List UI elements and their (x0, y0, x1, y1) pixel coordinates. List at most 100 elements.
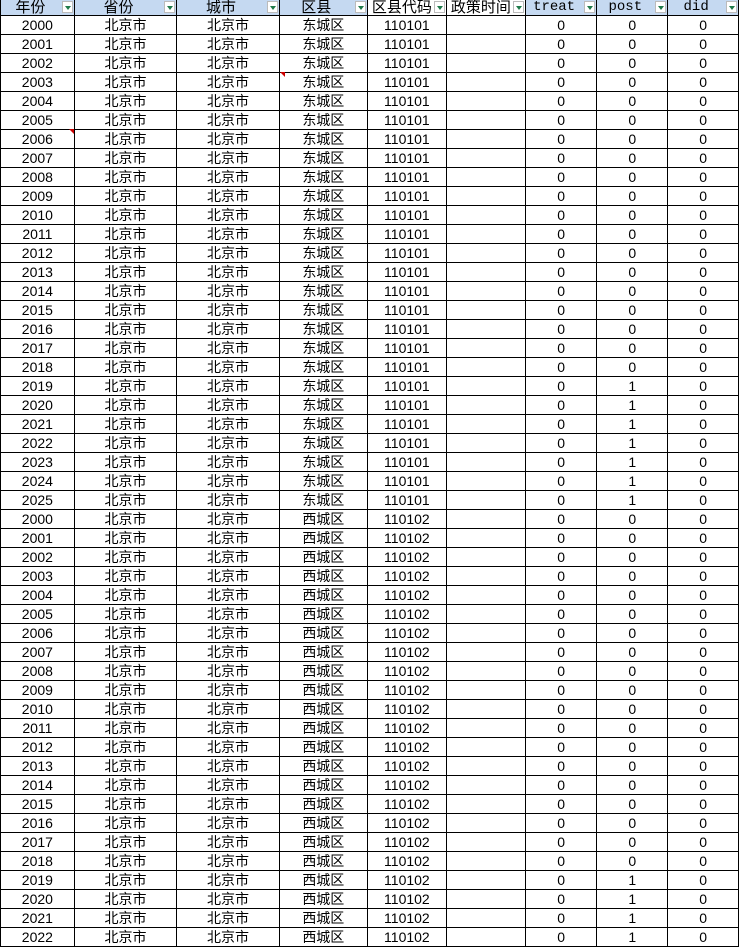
cell-did[interactable]: 0 (667, 186, 739, 206)
cell-city[interactable]: 北京市 (176, 452, 280, 472)
cell-year[interactable]: 2001 (0, 34, 75, 54)
cell-district-code[interactable]: 110102 (366, 509, 447, 529)
cell-post[interactable]: 1 (596, 471, 669, 491)
cell-district-code[interactable]: 110101 (366, 205, 447, 225)
cell-province[interactable]: 北京市 (73, 471, 178, 491)
cell-did[interactable]: 0 (667, 585, 739, 605)
filter-dropdown-icon[interactable] (726, 1, 737, 13)
cell-policy-time[interactable] (445, 338, 526, 358)
cell-city[interactable]: 北京市 (176, 205, 280, 225)
cell-post[interactable]: 0 (596, 547, 669, 567)
cell-year[interactable]: 2020 (0, 395, 75, 415)
cell-treat[interactable]: 0 (524, 528, 598, 548)
cell-province[interactable]: 北京市 (73, 15, 178, 35)
cell-province[interactable]: 北京市 (73, 262, 178, 282)
cell-treat[interactable]: 0 (524, 243, 598, 263)
cell-city[interactable]: 北京市 (176, 148, 280, 168)
cell-district[interactable]: 东城区 (278, 433, 368, 453)
cell-year[interactable]: 2020 (0, 889, 75, 909)
cell-policy-time[interactable] (445, 642, 526, 662)
cell-district-code[interactable]: 110101 (366, 319, 447, 339)
cell-city[interactable]: 北京市 (176, 585, 280, 605)
cell-city[interactable]: 北京市 (176, 832, 280, 852)
cell-district-code[interactable]: 110101 (366, 471, 447, 491)
cell-treat[interactable]: 0 (524, 585, 598, 605)
cell-district[interactable]: 西城区 (278, 813, 368, 833)
cell-treat[interactable]: 0 (524, 718, 598, 738)
cell-district[interactable]: 西城区 (278, 851, 368, 871)
cell-district-code[interactable]: 110101 (366, 72, 447, 92)
cell-province[interactable]: 北京市 (73, 148, 178, 168)
cell-district-code[interactable]: 110101 (366, 357, 447, 377)
cell-did[interactable]: 0 (667, 357, 739, 377)
header-treat[interactable]: treat (524, 0, 598, 16)
cell-district[interactable]: 西城区 (278, 642, 368, 662)
cell-province[interactable]: 北京市 (73, 376, 178, 396)
cell-treat[interactable]: 0 (524, 471, 598, 491)
cell-treat[interactable]: 0 (524, 53, 598, 73)
cell-policy-time[interactable] (445, 452, 526, 472)
cell-province[interactable]: 北京市 (73, 908, 178, 928)
cell-post[interactable]: 0 (596, 604, 669, 624)
cell-province[interactable]: 北京市 (73, 870, 178, 890)
cell-policy-time[interactable] (445, 395, 526, 415)
cell-did[interactable]: 0 (667, 129, 739, 149)
cell-treat[interactable]: 0 (524, 186, 598, 206)
cell-policy-time[interactable] (445, 110, 526, 130)
cell-year[interactable]: 2011 (0, 224, 75, 244)
cell-province[interactable]: 北京市 (73, 756, 178, 776)
cell-province[interactable]: 北京市 (73, 319, 178, 339)
cell-city[interactable]: 北京市 (176, 414, 280, 434)
cell-city[interactable]: 北京市 (176, 15, 280, 35)
cell-treat[interactable]: 0 (524, 642, 598, 662)
cell-year[interactable]: 2008 (0, 661, 75, 681)
cell-district-code[interactable]: 110102 (366, 642, 447, 662)
cell-year[interactable]: 2000 (0, 509, 75, 529)
cell-did[interactable]: 0 (667, 395, 739, 415)
cell-post[interactable]: 0 (596, 623, 669, 643)
cell-treat[interactable]: 0 (524, 756, 598, 776)
cell-did[interactable]: 0 (667, 794, 739, 814)
cell-district-code[interactable]: 110102 (366, 718, 447, 738)
cell-city[interactable]: 北京市 (176, 661, 280, 681)
cell-district[interactable]: 西城区 (278, 661, 368, 681)
cell-did[interactable]: 0 (667, 832, 739, 852)
cell-city[interactable]: 北京市 (176, 699, 280, 719)
cell-province[interactable]: 北京市 (73, 34, 178, 54)
cell-year[interactable]: 2017 (0, 338, 75, 358)
cell-province[interactable]: 北京市 (73, 604, 178, 624)
cell-district-code[interactable]: 110102 (366, 623, 447, 643)
cell-district[interactable]: 西城区 (278, 623, 368, 643)
cell-year[interactable]: 2013 (0, 262, 75, 282)
cell-city[interactable]: 北京市 (176, 623, 280, 643)
cell-did[interactable]: 0 (667, 72, 739, 92)
cell-policy-time[interactable] (445, 870, 526, 890)
cell-province[interactable]: 北京市 (73, 91, 178, 111)
cell-did[interactable]: 0 (667, 699, 739, 719)
cell-post[interactable]: 0 (596, 509, 669, 529)
cell-post[interactable]: 0 (596, 15, 669, 35)
cell-did[interactable]: 0 (667, 851, 739, 871)
cell-city[interactable]: 北京市 (176, 376, 280, 396)
cell-year[interactable]: 2000 (0, 15, 75, 35)
cell-district[interactable]: 西城区 (278, 509, 368, 529)
cell-city[interactable]: 北京市 (176, 395, 280, 415)
cell-city[interactable]: 北京市 (176, 433, 280, 453)
cell-district-code[interactable]: 110101 (366, 414, 447, 434)
cell-policy-time[interactable] (445, 680, 526, 700)
cell-year[interactable]: 2018 (0, 357, 75, 377)
cell-province[interactable]: 北京市 (73, 205, 178, 225)
cell-city[interactable]: 北京市 (176, 262, 280, 282)
cell-district[interactable]: 东城区 (278, 300, 368, 320)
cell-treat[interactable]: 0 (524, 15, 598, 35)
cell-province[interactable]: 北京市 (73, 718, 178, 738)
cell-district-code[interactable]: 110102 (366, 699, 447, 719)
cell-province[interactable]: 北京市 (73, 585, 178, 605)
cell-treat[interactable]: 0 (524, 851, 598, 871)
cell-policy-time[interactable] (445, 148, 526, 168)
cell-year[interactable]: 2003 (0, 566, 75, 586)
cell-province[interactable]: 北京市 (73, 300, 178, 320)
cell-policy-time[interactable] (445, 718, 526, 738)
cell-year[interactable]: 2005 (0, 110, 75, 130)
cell-district[interactable]: 东城区 (278, 224, 368, 244)
